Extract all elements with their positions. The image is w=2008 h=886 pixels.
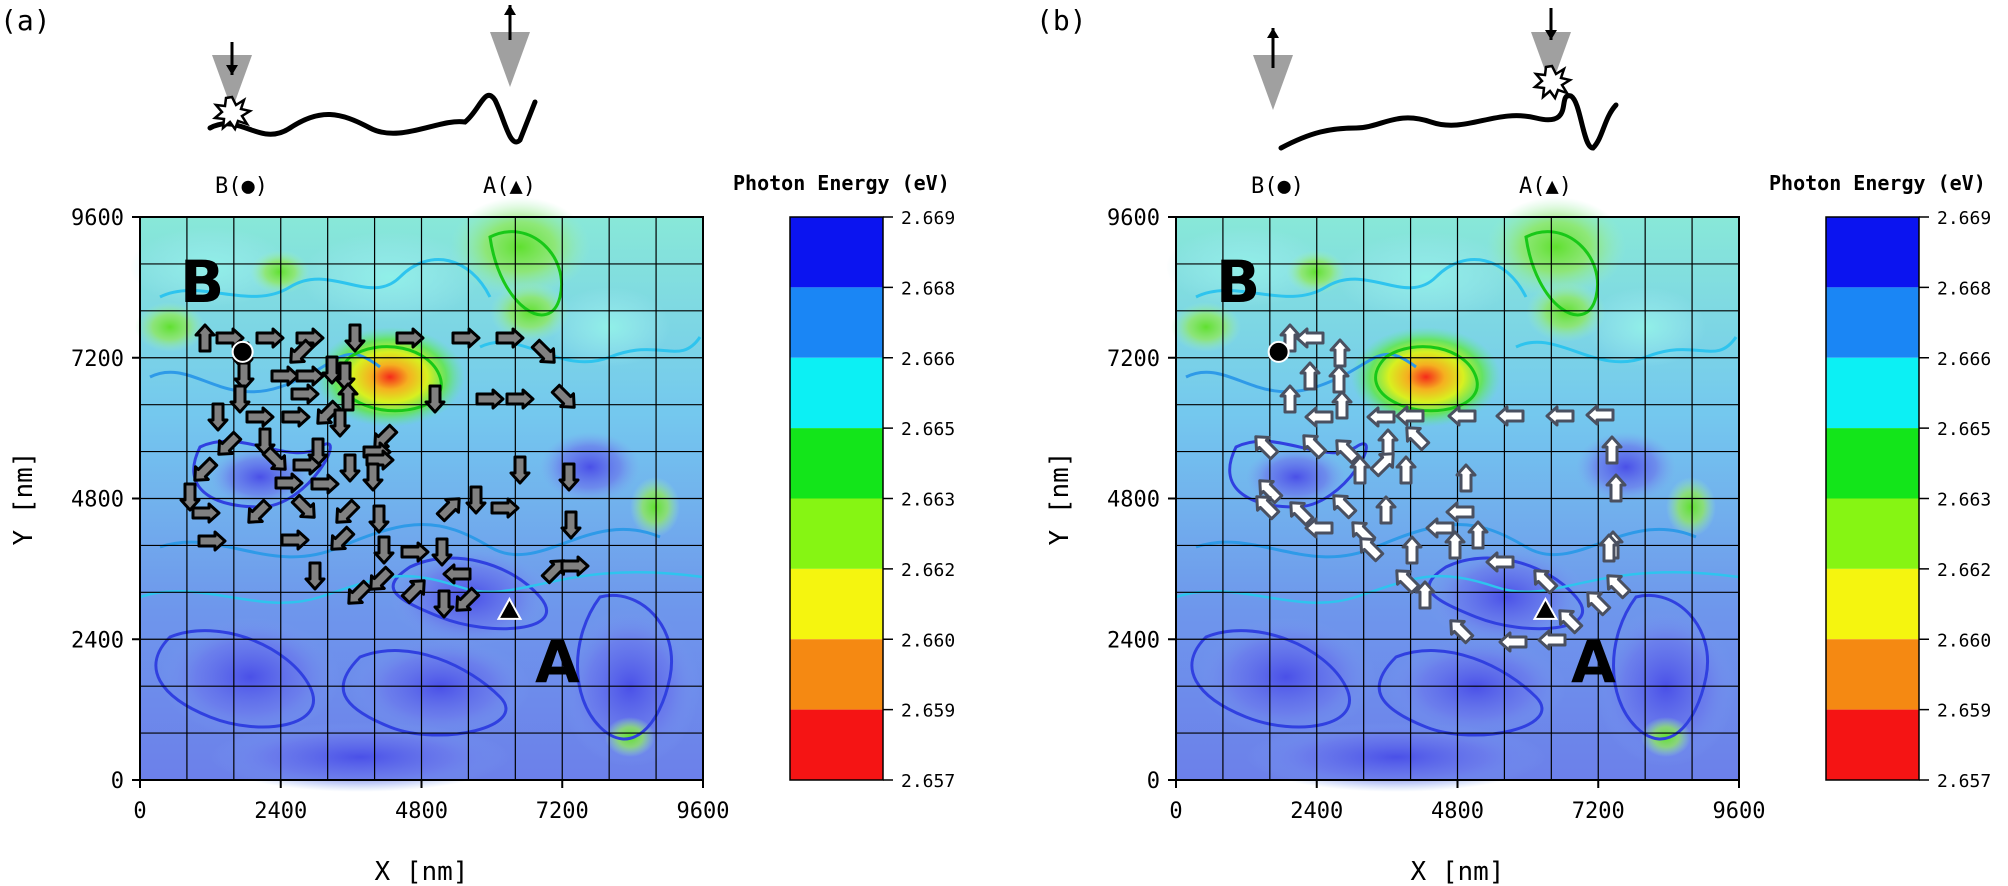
colorbar-tick-label: 2.659	[901, 701, 955, 722]
colorbar-segment	[790, 357, 883, 429]
beam-cone-b	[1253, 55, 1293, 110]
x-tick-label: 0	[1169, 799, 1182, 824]
colorbar-tick-label: 2.668	[1937, 278, 1991, 299]
colorbar-tick-label: 2.666	[901, 349, 955, 370]
colorbar-title: Photon Energy (eV)	[1769, 171, 1986, 195]
colorbar-tick-label: 2.666	[1937, 349, 1991, 370]
up-arrow-head	[504, 5, 516, 15]
x-tick-label: 7200	[536, 799, 589, 824]
colorbar-tick-label: 2.668	[901, 278, 955, 299]
colorbar-tick-label: 2.657	[1937, 771, 1991, 792]
colorbar-segment	[1826, 568, 1919, 640]
colorbar-segment	[790, 498, 883, 569]
point-b-marker	[231, 340, 254, 363]
colorbar-segment	[1826, 287, 1919, 358]
colorbar-tick-label: 2.669	[1937, 208, 1991, 229]
y-tick-label: 9600	[71, 206, 124, 231]
point-b-label: B	[180, 248, 224, 316]
energy-schematic: B(●) A(▲)	[1251, 8, 1619, 199]
colorbar-segment	[1826, 428, 1919, 499]
y-axis-label: Y [nm]	[9, 452, 39, 546]
x-tick-label: 4800	[1431, 799, 1484, 824]
point-a-marker	[496, 596, 523, 620]
colorbar-segment	[790, 287, 883, 358]
colorbar-tick-label: 2.663	[901, 490, 955, 511]
schematic-label-b: B(●)	[1251, 174, 1304, 199]
colorbar-segment	[1826, 639, 1919, 710]
x-tick-label: 4800	[395, 799, 448, 824]
panel-a: (a) B(●) A(▲) 0 2400 4800 7200 9600 0 2400 4800 720…	[0, 4, 955, 886]
colorbar-segment	[790, 568, 883, 640]
colorbar-tick-label: 2.665	[1937, 419, 1991, 440]
y-tick-label: 4800	[1107, 488, 1160, 513]
colorbar-segment	[790, 428, 883, 499]
x-tick-label: 7200	[1572, 799, 1625, 824]
y-tick-label: 2400	[1107, 628, 1160, 653]
y-tick-label: 0	[111, 769, 124, 794]
colorbar-segment	[1826, 217, 1919, 288]
colorbar-tick-label: 2.657	[901, 771, 955, 792]
colorbar-segment	[790, 709, 883, 780]
x-tick-label: 9600	[677, 799, 730, 824]
x-axis-label: X [nm]	[375, 857, 469, 886]
beam-cone-b	[212, 55, 252, 110]
colorbar-tick-label: 2.660	[901, 630, 955, 651]
y-tick-label: 9600	[1107, 206, 1160, 231]
colorbar-tick-label: 2.660	[1937, 630, 1991, 651]
energy-landscape-curve	[1278, 93, 1619, 151]
y-tick-label: 0	[1147, 769, 1160, 794]
colorbar: Photon Energy (eV) 2.669 2.668 2.666 2.665 2.…	[1769, 171, 1991, 792]
colorbar-title: Photon Energy (eV)	[733, 171, 950, 195]
energy-schematic: B(●) A(▲)	[207, 5, 538, 199]
panel-label: (b)	[1036, 4, 1087, 37]
heatmap-plot: 0 2400 4800 7200 9600 0 2400 4800 7200 9600 X [nm]…	[9, 195, 730, 886]
excitation-starburst-icon	[1533, 64, 1572, 100]
beam-cone-a	[1531, 32, 1571, 87]
x-tick-label: 0	[133, 799, 146, 824]
point-a-label: A	[1571, 628, 1616, 696]
panel-b: (b) B(●) A(▲) 0 2400 4800 7200 9600 0 2400 4800 720…	[1036, 4, 1991, 886]
y-tick-label: 7200	[71, 347, 124, 372]
colorbar-tick-label: 2.662	[901, 560, 955, 581]
up-arrow-head	[1267, 28, 1279, 38]
colorbar-tick-label: 2.669	[901, 208, 955, 229]
heatmap-plot: 0 2400 4800 7200 9600 0 2400 4800 7200 9600 X [nm]…	[1045, 195, 1766, 886]
colorbar: Photon Energy (eV) 2.669 2.668 2.666 2.665 2.…	[733, 171, 955, 792]
panel-label: (a)	[0, 4, 51, 37]
schematic-label-a: A(▲)	[1519, 174, 1572, 199]
colorbar-tick-label: 2.659	[1937, 701, 1991, 722]
x-tick-label: 2400	[254, 799, 307, 824]
schematic-label-b: B(●)	[215, 174, 268, 199]
down-arrow-head	[226, 65, 238, 75]
colorbar-segment	[1826, 357, 1919, 429]
colorbar-tick-label: 2.662	[1937, 560, 1991, 581]
colorbar-segment	[1826, 709, 1919, 780]
y-tick-label: 7200	[1107, 347, 1160, 372]
colorbar-segment	[790, 217, 883, 288]
colorbar-tick-label: 2.663	[1937, 490, 1991, 511]
y-tick-label: 4800	[71, 488, 124, 513]
colorbar-segment	[790, 639, 883, 710]
point-a-marker	[1532, 596, 1559, 620]
y-axis-label: Y [nm]	[1045, 452, 1075, 546]
x-axis-label: X [nm]	[1411, 857, 1505, 886]
schematic-label-a: A(▲)	[483, 174, 536, 199]
down-arrow-head	[1545, 30, 1557, 40]
x-tick-label: 9600	[1713, 799, 1766, 824]
point-b-label: B	[1216, 248, 1260, 316]
point-a-label: A	[535, 628, 580, 696]
colorbar-segment	[1826, 498, 1919, 569]
beam-cone-a	[490, 32, 530, 87]
y-tick-label: 2400	[71, 628, 124, 653]
x-tick-label: 2400	[1290, 799, 1343, 824]
colorbar-tick-label: 2.665	[901, 419, 955, 440]
point-b-marker	[1267, 340, 1290, 363]
energy-landscape-curve	[207, 92, 538, 145]
